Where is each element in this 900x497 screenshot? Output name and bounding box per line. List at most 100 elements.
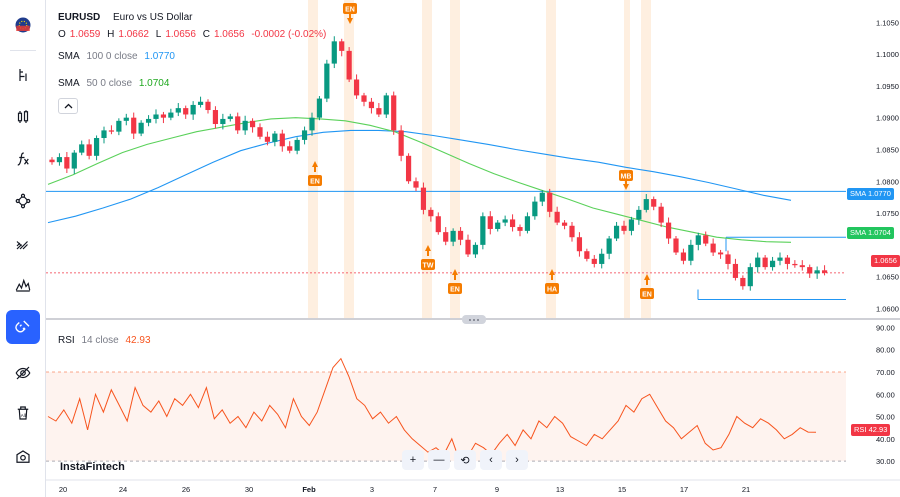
candle-body	[287, 146, 293, 151]
trash-icon[interactable]: All	[6, 396, 40, 430]
magnet-icon[interactable]	[6, 310, 40, 344]
zoom-in-button[interactable]: +	[402, 450, 424, 470]
candle-body	[331, 41, 337, 64]
candle-body	[725, 254, 731, 264]
candle-body	[561, 222, 568, 226]
candle-body	[450, 230, 456, 242]
last-price-value: 1.0656	[874, 256, 897, 265]
cursor-icon[interactable]	[6, 58, 40, 92]
candle-body	[309, 117, 315, 131]
candle-body	[547, 192, 553, 212]
candle-body	[56, 157, 63, 163]
chart-navigation: + — ⟲ ‹ ›	[402, 450, 528, 470]
price-tick-label: 1.0950	[876, 82, 899, 91]
rsi-band	[46, 372, 846, 462]
sma50-params: 50 0 close	[86, 78, 133, 89]
rsi-legend[interactable]: RSI 14 close 42.93	[58, 335, 155, 346]
date-tick-label: 13	[556, 485, 564, 494]
high-label: H	[107, 29, 115, 40]
pattern-icon[interactable]	[6, 268, 40, 302]
eye-off-icon[interactable]	[6, 356, 40, 390]
rsi-tick-label: 50.00	[876, 413, 895, 422]
candle-body	[316, 98, 323, 118]
rsi-tick-label: 30.00	[876, 457, 895, 466]
candle-body	[249, 120, 256, 128]
candle-body	[613, 225, 620, 239]
candle-body	[64, 157, 70, 169]
moving-average-lines	[47, 117, 792, 243]
candle-body	[93, 138, 100, 156]
price-tick-label: 1.0650	[876, 273, 899, 282]
candle-body	[740, 277, 746, 287]
sma50-legend[interactable]: SMA 50 0 close 1.0704	[58, 78, 173, 89]
node-tool-icon[interactable]	[6, 184, 40, 218]
zoom-out-button[interactable]: —	[428, 450, 450, 470]
flag-icon[interactable]	[6, 8, 40, 42]
candle-body	[264, 136, 271, 142]
sma100-name: SMA	[58, 51, 80, 62]
candle-body	[755, 257, 761, 268]
candle-body	[108, 130, 115, 132]
candle-body	[353, 79, 360, 96]
rsi-line	[47, 357, 817, 462]
scroll-right-button[interactable]: ›	[506, 450, 528, 470]
rsi-name: RSI	[58, 335, 75, 346]
arrow-down-icon	[623, 180, 629, 190]
event-label-bg	[448, 283, 462, 294]
reset-chart-button[interactable]: ⟲	[454, 450, 476, 470]
rsi-pane	[47, 357, 817, 462]
arrow-up-icon	[549, 269, 555, 280]
candle-body	[814, 270, 820, 274]
date-tick-label: 24	[119, 485, 127, 494]
candle-body	[651, 199, 657, 207]
sma100-legend[interactable]: SMA 100 0 close 1.0770	[58, 51, 179, 62]
symbol-ticker[interactable]: EURUSD	[58, 12, 101, 23]
event-band	[641, 0, 651, 318]
candle-body	[502, 219, 508, 223]
event-markers[interactable]: EN EN TW EN HA MB EN	[308, 3, 654, 299]
event-marker-ha: HA	[545, 269, 559, 294]
open-value: 1.0659	[69, 29, 101, 40]
candle-body	[376, 108, 382, 115]
candle-body	[606, 238, 612, 254]
price-tick-label: 1.0600	[876, 304, 899, 313]
sma50-line	[47, 117, 792, 243]
event-label-bg	[619, 170, 633, 181]
candle-body	[212, 110, 219, 125]
candle-body	[807, 267, 813, 274]
candle-body	[190, 104, 196, 115]
scroll-left-button[interactable]: ‹	[480, 450, 502, 470]
snapshot-icon[interactable]	[6, 440, 40, 474]
event-label-text: EN	[642, 292, 652, 299]
last-price-badge: 1.0656	[871, 255, 900, 267]
ohlc-legend: O 1.0659 H 1.0662 L 1.0656 C 1.0656 -0.0002 …	[58, 29, 330, 40]
arrow-down-icon	[347, 14, 353, 24]
candle-body	[769, 260, 776, 268]
toolbar-separator	[10, 50, 36, 51]
brand-watermark: InstaFintech	[60, 461, 125, 473]
date-tick-label: 20	[59, 485, 67, 494]
pane-resize-handle[interactable]	[462, 315, 486, 324]
candle-body	[532, 201, 538, 217]
candle-body	[138, 122, 144, 134]
candles-icon[interactable]	[6, 100, 40, 134]
candle-body	[428, 209, 434, 217]
brush-icon[interactable]	[6, 226, 40, 260]
date-tick-label: 9	[495, 485, 499, 494]
sma100-line	[47, 129, 792, 224]
fx-icon[interactable]	[6, 142, 40, 176]
event-label-text: MB	[621, 174, 632, 181]
event-marker-en: EN	[448, 269, 462, 294]
candle-body	[420, 187, 427, 210]
collapse-legend-button[interactable]	[58, 98, 78, 114]
rsi-badge-value: 42.93	[868, 425, 888, 434]
candle-body	[86, 144, 92, 156]
candle-body	[695, 235, 701, 245]
arrow-up-icon	[312, 161, 318, 172]
price-tick-label: 1.1000	[876, 50, 899, 59]
price-change: -0.0002 (-0.02%)	[251, 29, 327, 40]
event-label-text: HA	[547, 287, 557, 294]
candle-body	[435, 216, 441, 233]
price-tick-label: 1.0850	[876, 145, 899, 154]
